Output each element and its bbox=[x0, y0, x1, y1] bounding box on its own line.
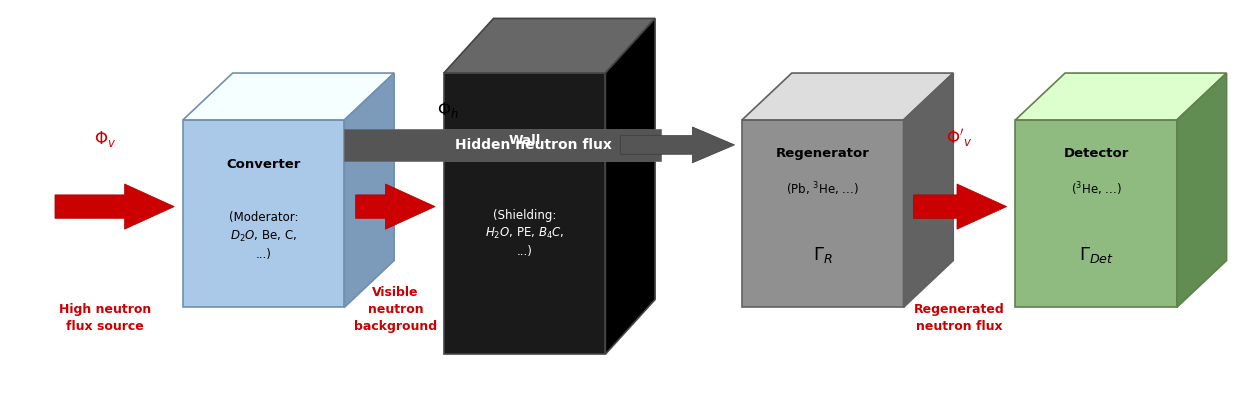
Polygon shape bbox=[605, 18, 655, 354]
Polygon shape bbox=[904, 73, 953, 307]
Polygon shape bbox=[1177, 73, 1227, 307]
Polygon shape bbox=[55, 184, 175, 229]
Text: $\Gamma_R$: $\Gamma_R$ bbox=[812, 245, 832, 265]
Text: Regenerated
neutron flux: Regenerated neutron flux bbox=[914, 303, 1005, 333]
Text: Wall: Wall bbox=[508, 134, 540, 147]
Polygon shape bbox=[344, 129, 661, 161]
Polygon shape bbox=[344, 73, 394, 307]
Polygon shape bbox=[444, 73, 605, 354]
Text: (Pb, $^3$He, ...): (Pb, $^3$He, ...) bbox=[786, 181, 859, 198]
Polygon shape bbox=[1016, 73, 1227, 120]
Text: $\Phi_v$: $\Phi_v$ bbox=[94, 129, 116, 149]
Polygon shape bbox=[620, 127, 735, 163]
Polygon shape bbox=[914, 184, 1007, 229]
Text: Regenerator: Regenerator bbox=[776, 147, 870, 160]
Text: (Shielding:
$H_2O$, PE, $B_4C$,
...): (Shielding: $H_2O$, PE, $B_4C$, ...) bbox=[484, 209, 564, 258]
Text: $\Gamma_{Det}$: $\Gamma_{Det}$ bbox=[1078, 245, 1113, 265]
Text: Converter: Converter bbox=[226, 158, 301, 171]
Polygon shape bbox=[444, 18, 655, 73]
Polygon shape bbox=[356, 184, 436, 229]
Text: Visible
neutron
background: Visible neutron background bbox=[354, 286, 437, 333]
Polygon shape bbox=[743, 73, 953, 120]
Text: Detector: Detector bbox=[1063, 147, 1129, 160]
Text: ($^3$He, ...): ($^3$He, ...) bbox=[1071, 181, 1122, 198]
Polygon shape bbox=[743, 120, 904, 307]
Text: $\Phi'_v$: $\Phi'_v$ bbox=[946, 127, 972, 149]
Polygon shape bbox=[183, 73, 394, 120]
Text: $\Phi_h$: $\Phi_h$ bbox=[437, 100, 458, 120]
Text: High neutron
flux source: High neutron flux source bbox=[59, 303, 151, 333]
Polygon shape bbox=[183, 120, 344, 307]
Text: Hidden neutron flux: Hidden neutron flux bbox=[456, 138, 613, 152]
Text: (Moderator:
$D_2O$, Be, C,
...): (Moderator: $D_2O$, Be, C, ...) bbox=[228, 211, 298, 261]
Polygon shape bbox=[1016, 120, 1177, 307]
